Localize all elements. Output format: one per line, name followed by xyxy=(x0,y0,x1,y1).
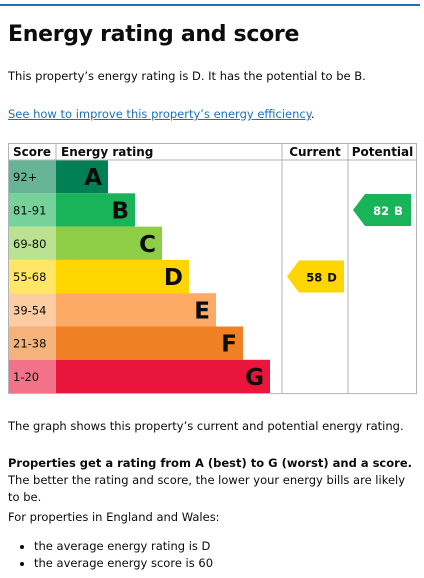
intro: This property’s energy rating is D. It h… xyxy=(8,69,366,83)
rating-bar xyxy=(56,226,162,260)
rating-bar xyxy=(56,259,189,294)
column-header: Score xyxy=(13,145,51,159)
score-cell xyxy=(8,293,56,327)
average-item: the average energy rating is D xyxy=(34,538,213,555)
averages-intro: For properties in England and Wales: xyxy=(8,510,220,524)
current-label: 58 D xyxy=(306,270,337,284)
score-label: 81-91 xyxy=(13,203,46,217)
score-label: 21-38 xyxy=(13,337,46,351)
averages-list: the average energy rating is Dthe averag… xyxy=(8,538,213,572)
score-cell xyxy=(8,326,56,360)
rating-letter: C xyxy=(139,232,156,258)
link-line: See how to improve this property’s energ… xyxy=(8,106,418,123)
average-item: the average energy score is 60 xyxy=(34,555,213,572)
score-cell xyxy=(8,259,56,294)
energy-chart: Score Energy rating Current Potential 92+ A 81… xyxy=(8,143,417,395)
rating-letter: G xyxy=(245,365,264,391)
potential-score: 82 xyxy=(373,203,389,217)
current-letter: D xyxy=(327,270,337,284)
score-label: 1-20 xyxy=(13,370,39,384)
score-label: 55-68 xyxy=(13,270,46,284)
rating-bar xyxy=(56,326,243,360)
rating-note: Properties get a rating from A (best) to… xyxy=(8,455,418,506)
column-header: Energy rating xyxy=(61,145,153,159)
link-end: . xyxy=(310,107,315,121)
potential-label: 82 B xyxy=(373,203,403,217)
score-label: 69-80 xyxy=(13,237,46,251)
column-header: Potential xyxy=(352,145,414,159)
rating-letter: F xyxy=(221,332,237,358)
score-cell xyxy=(8,359,56,394)
score-label: 39-54 xyxy=(13,303,46,317)
rating-letter: A xyxy=(84,165,102,191)
page-title: Energy rating and score xyxy=(8,22,300,47)
rating-note-rest: The better the rating and score, the low… xyxy=(8,473,406,504)
score-label: 92+ xyxy=(13,170,37,184)
rating-letter: D xyxy=(164,265,183,291)
score-cell xyxy=(8,226,56,260)
rating-letter: B xyxy=(111,198,129,224)
table-border xyxy=(8,143,417,395)
rating-bar xyxy=(56,160,108,194)
potential-arrow xyxy=(353,193,411,226)
score-cell xyxy=(8,193,56,227)
rating-note-bold: Properties get a rating from A (best) to… xyxy=(8,456,412,470)
improve-link[interactable]: See how to improve this property’s energ… xyxy=(8,107,311,121)
potential-letter: B xyxy=(394,203,403,217)
explanation: The graph shows this property’s current … xyxy=(8,419,404,433)
top-rule xyxy=(0,4,420,6)
rating-bar xyxy=(56,359,270,394)
rating-bar xyxy=(56,293,216,327)
rating-letter: E xyxy=(194,298,210,324)
current-score: 58 xyxy=(306,270,322,284)
rating-bar xyxy=(56,193,135,227)
current-arrow xyxy=(287,260,344,293)
column-header: Current xyxy=(289,145,341,159)
score-cell xyxy=(8,160,56,194)
